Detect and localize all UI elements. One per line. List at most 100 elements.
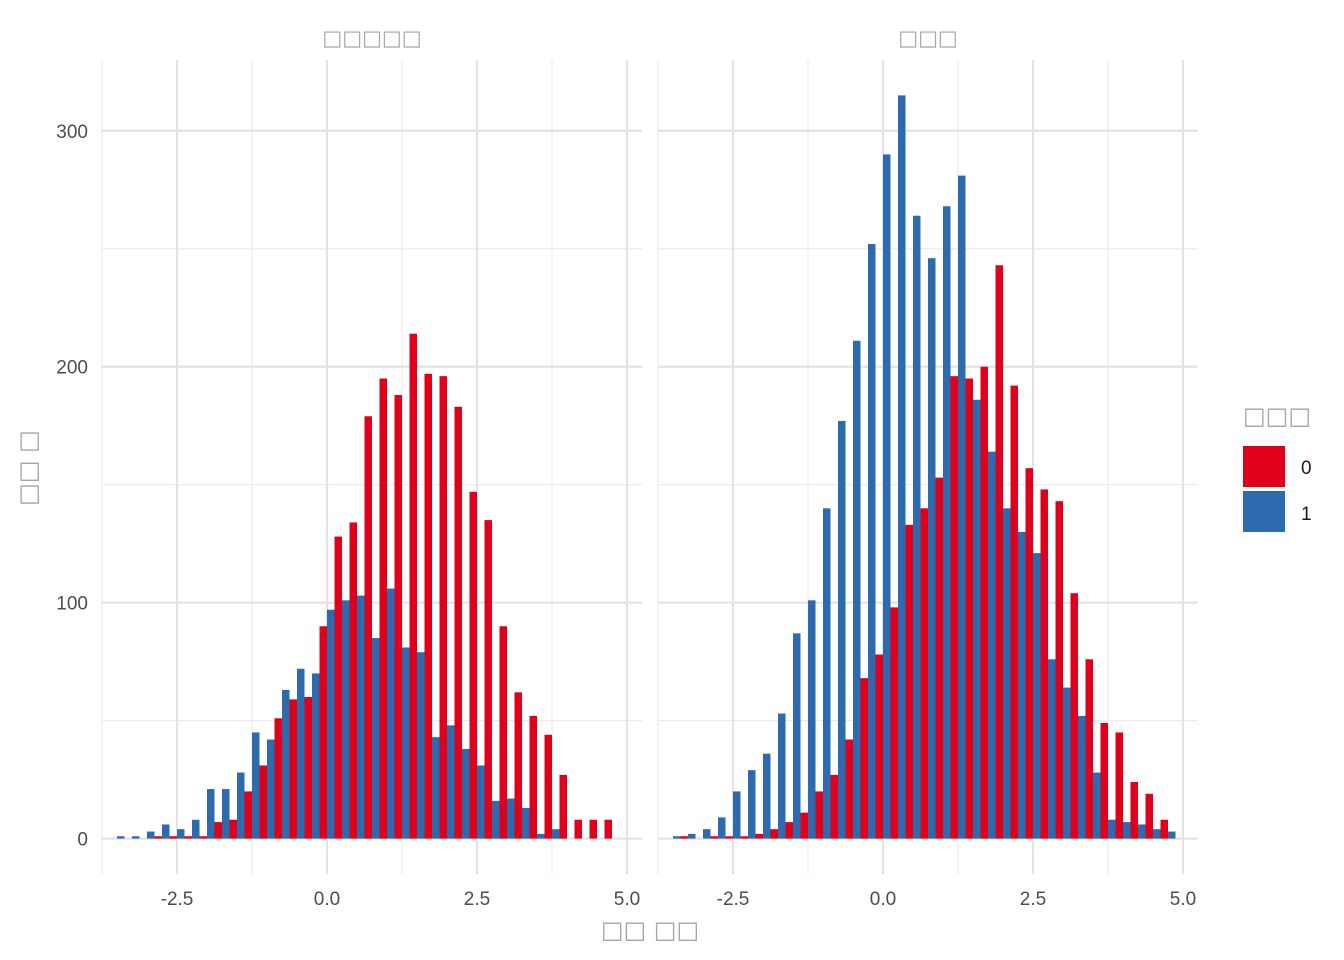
bar-series-0 <box>875 654 883 839</box>
bar-series-1 <box>1108 819 1116 839</box>
bar-series-1 <box>252 732 260 839</box>
bar-series-0 <box>860 678 868 839</box>
bar-series-0 <box>364 416 372 839</box>
bar-series-0 <box>740 836 748 839</box>
y-tick-label: 0 <box>77 830 88 851</box>
bar-series-1 <box>297 668 305 839</box>
bar-series-1 <box>552 829 560 839</box>
bar-series-0 <box>815 791 823 839</box>
bar-series-1 <box>943 206 951 839</box>
bar-series-0 <box>529 715 537 839</box>
bar-series-1 <box>1048 659 1056 839</box>
bar-series-1 <box>342 600 350 839</box>
bar-series-1 <box>207 789 215 839</box>
bar-series-1 <box>357 595 365 839</box>
x-tick-label: 5.0 <box>1170 889 1196 910</box>
bar-series-0 <box>319 626 327 839</box>
bar-series-1 <box>372 638 380 839</box>
panel-title-1: □□□ <box>898 26 958 50</box>
bar-series-0 <box>755 833 763 839</box>
bar-series-0 <box>995 265 1003 839</box>
bar-series-1 <box>1018 531 1026 839</box>
bar-series-0 <box>589 819 597 839</box>
bar-series-0 <box>725 836 733 839</box>
bar-series-0 <box>935 477 943 839</box>
bar-series-1 <box>853 340 861 839</box>
bar-series-0 <box>1145 793 1153 839</box>
bar-series-1 <box>117 836 125 839</box>
x-tick-label: 2.5 <box>464 889 490 910</box>
bar-series-1 <box>1078 715 1086 839</box>
bar-series-0 <box>199 836 207 839</box>
bar-series-0 <box>424 373 432 839</box>
bar-series-1 <box>192 819 200 839</box>
panel-1: □□□ <box>657 26 1198 874</box>
bar-series-0 <box>950 376 958 839</box>
bar-series-1 <box>537 833 545 839</box>
bar-series-0 <box>1085 659 1093 839</box>
bar-series-1 <box>507 798 515 839</box>
y-tick-label: 300 <box>56 122 88 143</box>
bar-series-0 <box>1160 819 1168 839</box>
x-tick-label: 5.0 <box>614 889 640 910</box>
bar-series-1 <box>928 258 936 839</box>
bar-series-0 <box>154 836 162 839</box>
x-tick-label: -2.5 <box>717 889 750 910</box>
bar-series-0 <box>1070 593 1078 839</box>
bar-series-0 <box>845 739 853 839</box>
bar-series-1 <box>808 600 816 839</box>
bar-series-0 <box>604 819 612 839</box>
bar-series-1 <box>988 451 996 839</box>
bar-series-0 <box>244 791 252 839</box>
bar-series-0 <box>499 626 507 839</box>
bar-series-0 <box>394 395 402 839</box>
bar-series-0 <box>890 607 898 839</box>
x-axis-title: □□ □□ <box>601 916 699 944</box>
bar-series-1 <box>222 789 230 839</box>
bar-series-1 <box>748 770 756 839</box>
bar-series-1 <box>1168 831 1176 839</box>
bar-series-0 <box>1010 385 1018 839</box>
bar-series-0 <box>214 822 222 839</box>
bar-series-1 <box>898 95 906 839</box>
bar-series-0 <box>439 376 447 839</box>
bar-series-0 <box>920 508 928 839</box>
bar-series-1 <box>793 633 801 839</box>
bar-series-0 <box>785 822 793 839</box>
bar-series-1 <box>913 215 921 839</box>
x-tick-label: -2.5 <box>161 889 194 910</box>
bar-series-0 <box>184 836 192 839</box>
bar-series-0 <box>409 333 417 839</box>
bar-series-1 <box>688 833 696 839</box>
bar-series-1 <box>718 817 726 839</box>
bar-series-0 <box>574 819 582 839</box>
bar-series-1 <box>1003 508 1011 839</box>
bar-series-0 <box>484 520 492 839</box>
bar-series-0 <box>980 366 988 839</box>
bar-series-0 <box>1040 489 1048 839</box>
bar-series-1 <box>1123 822 1131 839</box>
bar-series-0 <box>289 699 297 839</box>
bar-series-0 <box>1130 781 1138 839</box>
bar-series-0 <box>304 697 312 839</box>
x-axis: -2.5 0.0 2.5 5.0 -2.5 0.0 2.5 5.0 <box>161 889 1197 910</box>
legend-key-0 <box>1243 446 1285 487</box>
bar-series-1 <box>312 673 320 839</box>
bar-series-0 <box>905 524 913 839</box>
bar-series-1 <box>432 737 440 839</box>
bar-series-0 <box>259 765 267 839</box>
bar-series-0 <box>229 819 237 839</box>
bar-series-1 <box>763 753 771 839</box>
bar-series-1 <box>703 829 711 839</box>
bar-series-1 <box>883 154 891 839</box>
bar-series-0 <box>1115 732 1123 839</box>
bar-series-1 <box>522 807 530 839</box>
y-tick-label: 200 <box>56 358 88 379</box>
bar-series-0 <box>379 378 387 839</box>
bar-series-0 <box>454 406 462 839</box>
bar-series-0 <box>469 491 477 839</box>
x-tick-label: 0.0 <box>870 889 896 910</box>
bar-series-1 <box>778 713 786 839</box>
bar-series-1 <box>673 836 681 839</box>
